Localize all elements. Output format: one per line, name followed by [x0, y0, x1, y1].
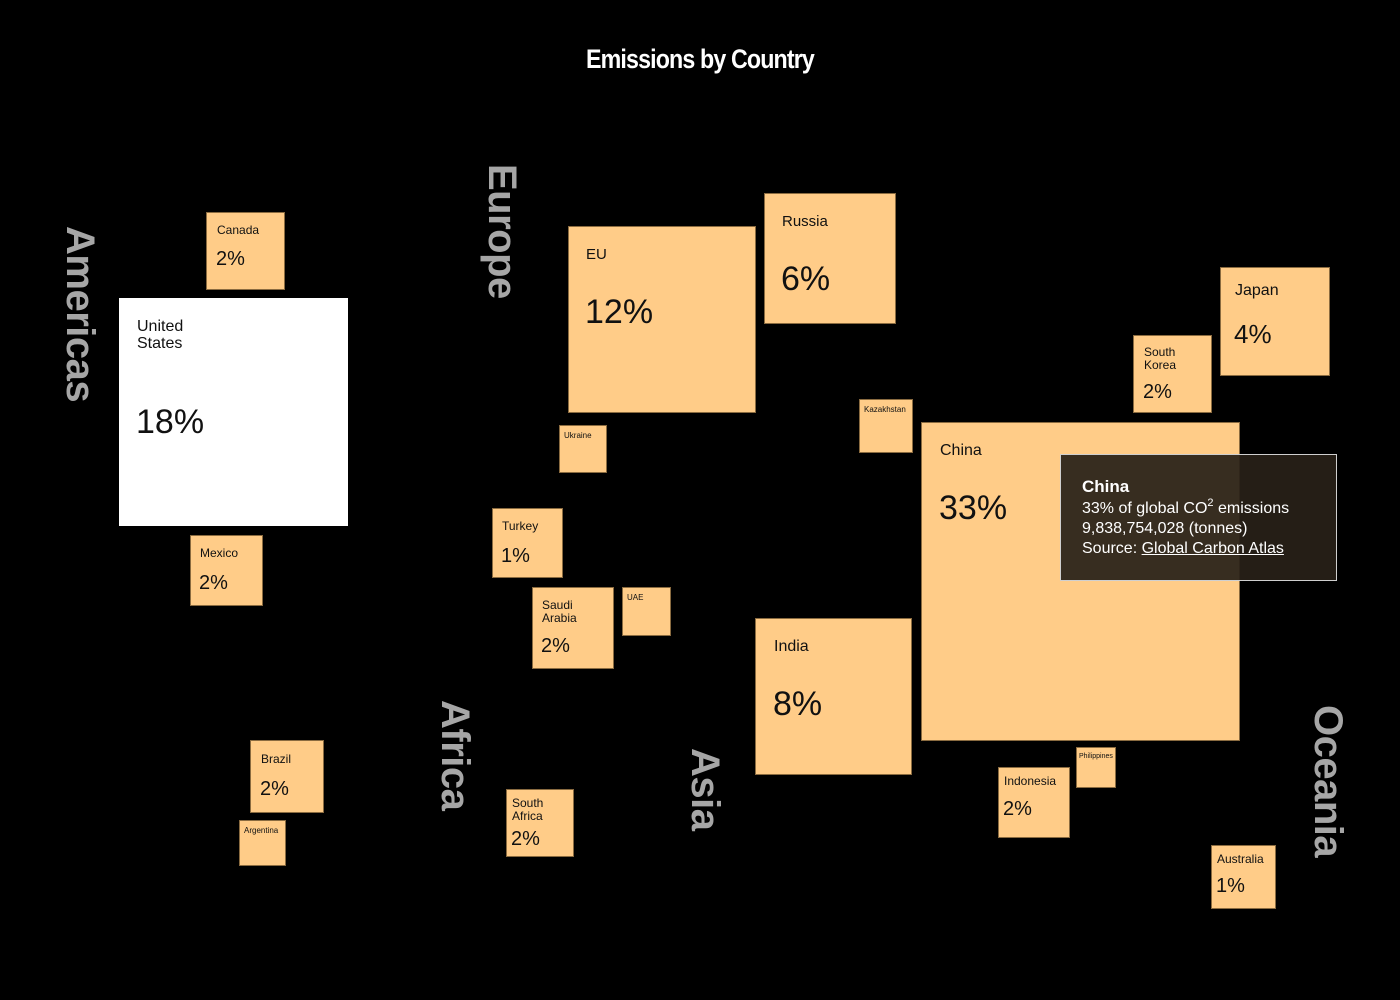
country-percent: 2% — [511, 828, 540, 850]
country-percent: 2% — [541, 635, 570, 657]
country-percent: 2% — [216, 248, 245, 270]
country-box-south-africa[interactable]: South Africa 2% — [506, 789, 574, 857]
country-box-ukraine[interactable]: Ukraine — [559, 425, 607, 473]
country-name: Canada — [217, 223, 260, 237]
region-label-americas: Americas — [58, 226, 102, 403]
country-percent: 1% — [1216, 875, 1245, 897]
country-box-mexico[interactable]: Mexico 2% — [190, 535, 263, 606]
country-box-uae[interactable]: UAE — [622, 587, 671, 636]
country-name: Australia — [1217, 852, 1264, 866]
country-name: China — [940, 442, 982, 459]
tooltip-share-prefix: 33% of global CO — [1082, 500, 1208, 517]
country-box-kazakhstan[interactable]: Kazakhstan — [859, 399, 913, 453]
country-name: South Korea — [1144, 345, 1177, 372]
tooltip-source-label: Source: — [1082, 540, 1142, 557]
tooltip-title: China — [1082, 477, 1130, 496]
country-name: Japan — [1235, 282, 1279, 299]
country-box-canada[interactable]: Canada 2% — [206, 212, 285, 290]
tooltip-source-link[interactable]: Global Carbon Atlas — [1141, 540, 1284, 557]
country-name: South Africa — [512, 796, 544, 823]
country-box-united-states[interactable]: United States 18% — [119, 298, 348, 526]
country-name: EU — [586, 246, 607, 263]
country-percent: 2% — [1003, 798, 1032, 820]
tooltip-share-sup: 2 — [1207, 497, 1214, 509]
country-box-turkey[interactable]: Turkey 1% — [492, 508, 563, 578]
country-box-eu[interactable]: EU 12% — [568, 226, 756, 413]
country-box-south-korea[interactable]: South Korea 2% — [1133, 335, 1212, 413]
country-percent: 1% — [501, 545, 530, 567]
country-box-saudi-arabia[interactable]: Saudi Arabia 2% — [532, 587, 614, 669]
country-box-russia[interactable]: Russia 6% — [764, 193, 896, 324]
country-name: United States — [137, 318, 184, 352]
country-name: Argentina — [244, 826, 279, 835]
tooltip-share-suffix: emissions — [1213, 500, 1290, 517]
country-name: Kazakhstan — [864, 405, 906, 414]
country-percent: 2% — [260, 778, 289, 800]
country-box-australia[interactable]: Australia 1% — [1211, 845, 1276, 909]
country-name: Indonesia — [1004, 774, 1057, 788]
country-percent: 6% — [781, 260, 831, 298]
country-percent: 2% — [1143, 381, 1172, 403]
region-label-asia: Asia — [683, 748, 727, 831]
country-percent: 33% — [939, 489, 1008, 527]
country-name: Ukraine — [564, 431, 592, 440]
country-name: Russia — [782, 213, 828, 230]
country-box-india[interactable]: India 8% — [755, 618, 912, 775]
region-label-europe: Europe — [480, 164, 524, 299]
country-box-argentina[interactable]: Argentina — [239, 820, 286, 866]
country-percent: 4% — [1234, 319, 1272, 349]
region-label-africa: Africa — [433, 700, 477, 811]
country-name: Philippines — [1079, 753, 1113, 760]
country-percent: 8% — [773, 685, 823, 723]
chart-title: Emissions by Country — [586, 44, 815, 74]
country-box-japan[interactable]: Japan 4% — [1220, 267, 1330, 376]
country-name: Brazil — [261, 752, 292, 766]
tooltip-source-line: Source: Global Carbon Atlas — [1082, 539, 1336, 559]
country-box-indonesia[interactable]: Indonesia 2% — [998, 767, 1070, 838]
tooltip-share-line: 33% of global CO2 emissions — [1082, 497, 1336, 519]
tooltip-tonnes: 9,838,754,028 (tonnes) — [1082, 520, 1248, 537]
country-percent: 18% — [136, 402, 205, 441]
country-name: Saudi Arabia — [542, 598, 577, 625]
country-percent: 12% — [585, 293, 654, 331]
country-box-philippines[interactable]: Philippines — [1076, 747, 1116, 788]
country-name: India — [774, 638, 809, 655]
country-percent: 2% — [199, 572, 228, 594]
country-name: UAE — [627, 593, 644, 602]
region-label-oceania: Oceania — [1306, 705, 1350, 858]
country-name: Turkey — [502, 519, 539, 533]
country-box-brazil[interactable]: Brazil 2% — [250, 740, 324, 813]
country-name: Mexico — [200, 546, 239, 560]
tooltip: China 33% of global CO2 emissions 9,838,… — [1060, 454, 1337, 581]
